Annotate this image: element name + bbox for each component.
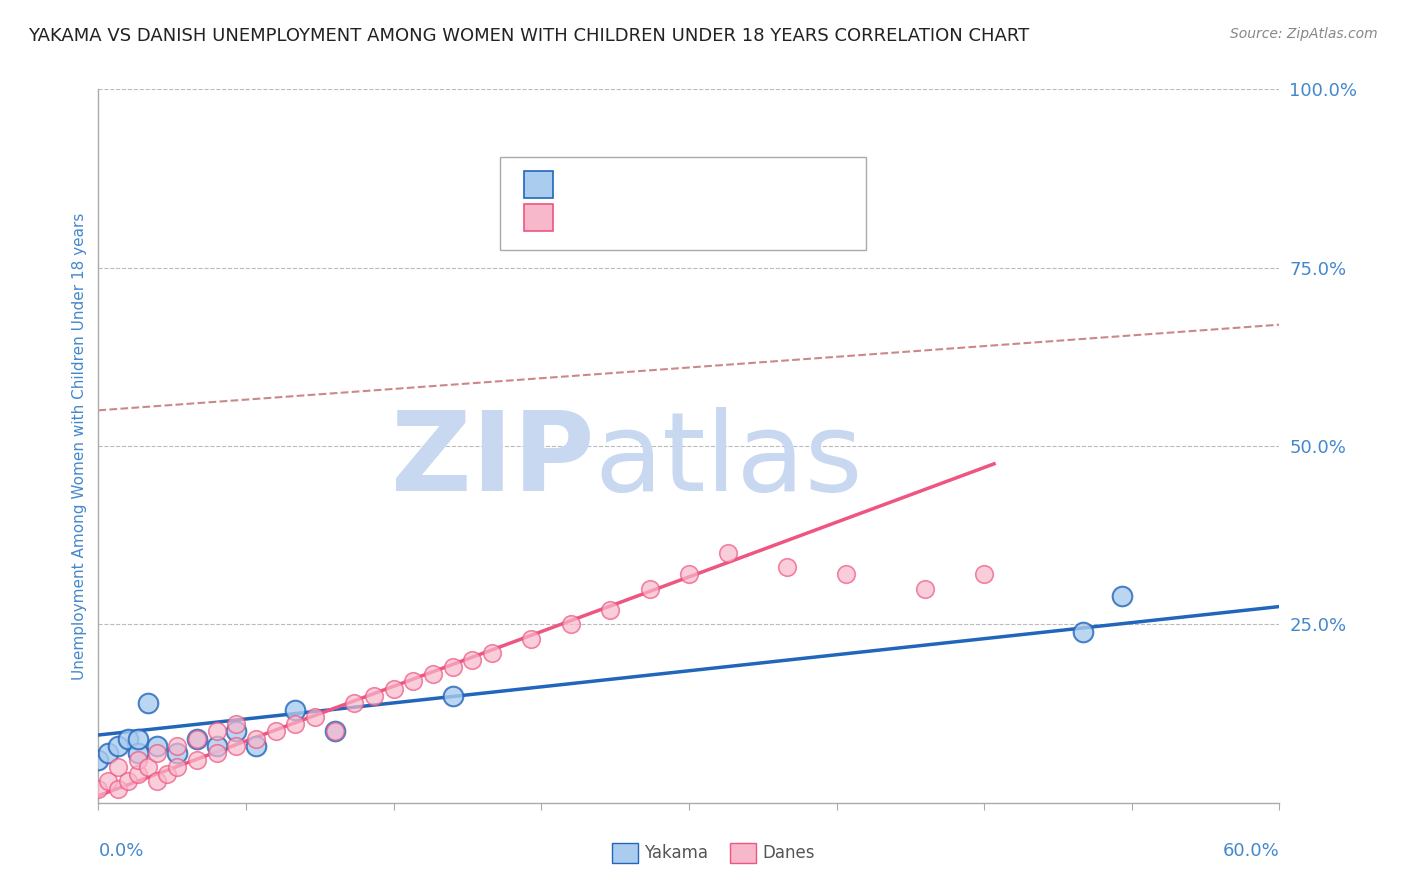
Bar [730,844,756,863]
Point [97,746,120,760]
Point [441,660,464,674]
Point [156,767,179,781]
Point [245,739,267,753]
Point [127,753,149,767]
Text: Yakama: Yakama [644,844,709,862]
Text: YAKAMA VS DANISH UNEMPLOYMENT AMONG WOMEN WITH CHILDREN UNDER 18 YEARS CORRELATI: YAKAMA VS DANISH UNEMPLOYMENT AMONG WOME… [28,27,1029,45]
Point [284,703,307,717]
Point [304,710,326,724]
Text: 60.0%: 60.0% [1223,842,1279,860]
Point [166,746,188,760]
Point [186,731,208,746]
Point [225,739,247,753]
Point [127,746,149,760]
Point [225,724,247,739]
Point [97,774,120,789]
Text: Source: ZipAtlas.com: Source: ZipAtlas.com [1230,27,1378,41]
Point [107,781,129,796]
Point [520,632,543,646]
Point [205,724,228,739]
Point [678,567,700,582]
Point [127,731,149,746]
Point [186,753,208,767]
Bar [523,170,553,198]
Point [264,724,287,739]
Text: R = 0.572: R = 0.572 [565,209,655,227]
Point [1111,589,1133,603]
Point [363,689,385,703]
Text: R = 0.732: R = 0.732 [565,175,655,193]
Point [146,774,169,789]
Text: Danes: Danes [762,844,814,862]
Text: N = 18: N = 18 [718,175,786,193]
Point [560,617,582,632]
Point [402,674,425,689]
Text: ZIP: ZIP [391,407,595,514]
Bar [523,204,553,231]
Point [599,603,621,617]
Point [323,724,346,739]
Point [146,746,169,760]
Point [117,774,139,789]
Point [776,560,799,574]
FancyBboxPatch shape [501,157,866,250]
Point [835,567,858,582]
Point [205,739,228,753]
Point [186,731,208,746]
Point [146,739,169,753]
Point [127,767,149,781]
Point [117,731,139,746]
Point [225,717,247,731]
Point [107,739,129,753]
Point [107,760,129,774]
Text: N = 42: N = 42 [718,209,786,227]
Y-axis label: Unemployment Among Women with Children Under 18 years: Unemployment Among Women with Children U… [72,212,87,680]
Point [1071,624,1094,639]
Point [422,667,444,681]
Point [717,546,740,560]
Bar [612,844,638,863]
Point [382,681,405,696]
Point [914,582,936,596]
Point [166,739,188,753]
Point [481,646,503,660]
Point [136,760,159,774]
Point [638,582,661,596]
Point [166,760,188,774]
Point [136,696,159,710]
Point [205,746,228,760]
Text: 0.0%: 0.0% [98,842,143,860]
Point [87,781,110,796]
Point [284,717,307,731]
Point [343,696,366,710]
Text: atlas: atlas [595,407,863,514]
Point [441,689,464,703]
Point [87,753,110,767]
Point [461,653,484,667]
Point [245,731,267,746]
Point [973,567,995,582]
Point [323,724,346,739]
